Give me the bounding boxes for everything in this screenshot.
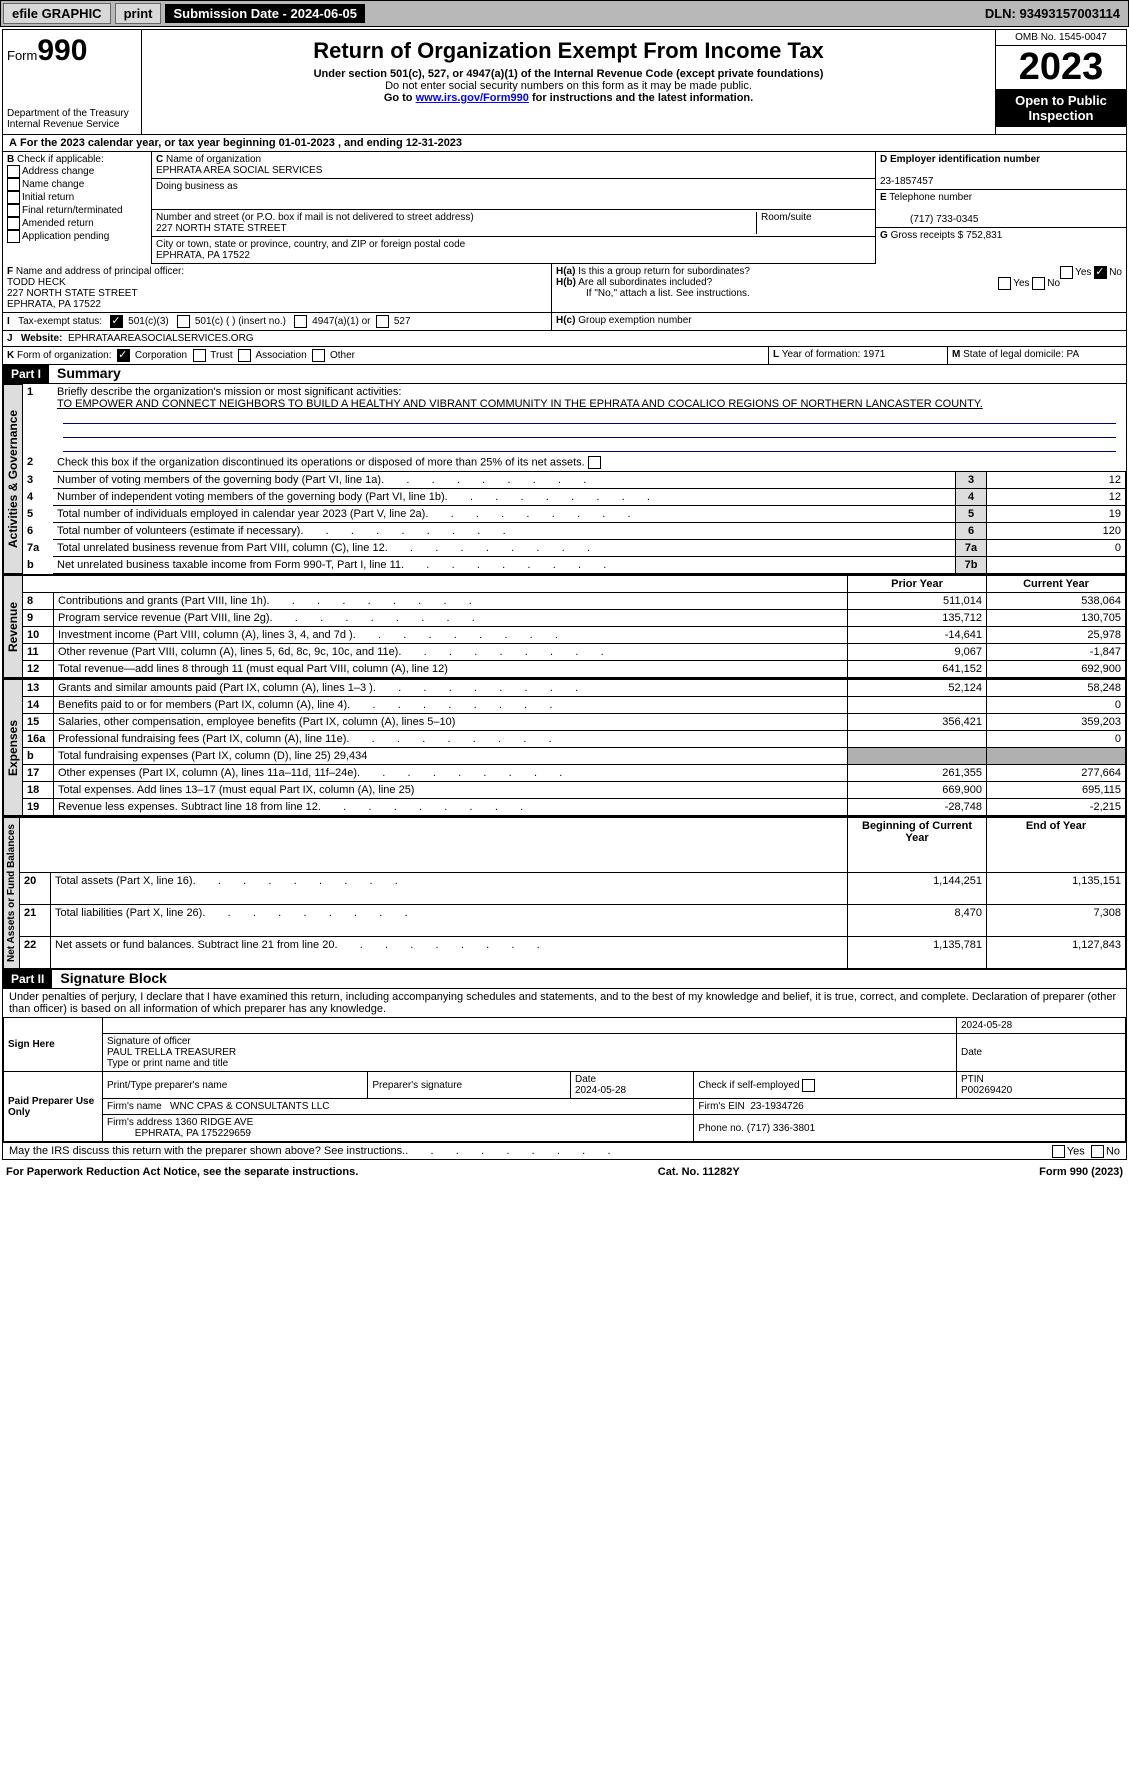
top-toolbar: efile GRAPHIC print Submission Date - 20… <box>0 0 1129 27</box>
tab-netassets: Net Assets or Fund Balances <box>3 817 20 969</box>
pra-notice: For Paperwork Reduction Act Notice, see … <box>6 1166 358 1178</box>
checkbox-amended[interactable] <box>7 217 20 230</box>
officer-name: TODD HECK <box>7 277 66 288</box>
chk-self[interactable] <box>802 1079 815 1092</box>
chk-501c3[interactable] <box>110 315 123 328</box>
chk-527[interactable] <box>376 315 389 328</box>
firm-phone: (717) 336-3801 <box>747 1123 815 1134</box>
line-a: A For the 2023 calendar year, or tax yea… <box>3 135 1126 152</box>
declaration: Under penalties of perjury, I declare th… <box>3 989 1126 1017</box>
firm-ein: 23-1934726 <box>750 1101 803 1112</box>
form-subtitle: Under section 501(c), 527, or 4947(a)(1)… <box>146 68 991 80</box>
form-footer: Form 990 (2023) <box>1039 1166 1123 1178</box>
ptin: P00269420 <box>961 1085 1012 1096</box>
checkbox-name[interactable] <box>7 178 20 191</box>
dln: DLN: 93493157003114 <box>985 6 1126 21</box>
efile-label: efile GRAPHIC <box>3 3 111 24</box>
tab-revenue: Revenue <box>3 575 23 678</box>
dba: Doing business as <box>152 179 875 210</box>
ha-no[interactable] <box>1094 266 1107 279</box>
city: EPHRATA, PA 17522 <box>156 250 250 261</box>
discuss-yes[interactable] <box>1052 1145 1065 1158</box>
chk-trust[interactable] <box>193 349 206 362</box>
paid-preparer: Paid Preparer Use Only <box>4 1072 103 1142</box>
checkbox-final[interactable] <box>7 204 20 217</box>
irs-link[interactable]: www.irs.gov/Form990 <box>416 92 529 104</box>
chk-4947[interactable] <box>294 315 307 328</box>
org-name: EPHRATA AREA SOCIAL SERVICES <box>156 165 322 176</box>
hb-no[interactable] <box>1032 277 1045 290</box>
year-formation: 1971 <box>863 349 885 360</box>
chk-501c[interactable] <box>177 315 190 328</box>
ein: 23-1857457 <box>880 176 933 187</box>
print-button[interactable]: print <box>115 3 162 24</box>
ha-yes[interactable] <box>1060 266 1073 279</box>
phone: (717) 733-0345 <box>880 214 978 225</box>
firm-name: WNC CPAS & CONSULTANTS LLC <box>170 1101 329 1112</box>
sign-here: Sign Here <box>4 1018 103 1072</box>
ssn-note: Do not enter social security numbers on … <box>146 80 991 92</box>
b-label: Check if applicable: <box>17 154 104 165</box>
firm-addr: 1360 RIDGE AVE <box>175 1117 253 1128</box>
form-title: Return of Organization Exempt From Incom… <box>146 38 991 64</box>
chk-assoc[interactable] <box>238 349 251 362</box>
website[interactable]: EPHRATAAREASOCIALSERVICES.ORG <box>68 333 254 344</box>
gross-receipts: 752,831 <box>966 230 1002 241</box>
checkbox-initial[interactable] <box>7 191 20 204</box>
part2-tag: Part II <box>3 970 52 988</box>
part1-tag: Part I <box>3 365 49 383</box>
goto-note: Go to www.irs.gov/Form990 for instructio… <box>146 92 991 104</box>
checkbox-address[interactable] <box>7 165 20 178</box>
domicile: PA <box>1067 349 1080 360</box>
hb-yes[interactable] <box>998 277 1011 290</box>
officer-sig-name: PAUL TRELLA TREASURER <box>107 1047 236 1058</box>
chk-other[interactable] <box>312 349 325 362</box>
v-3: 12 <box>987 472 1126 489</box>
street: 227 NORTH STATE STREET <box>156 223 287 234</box>
chk-corp[interactable] <box>117 349 130 362</box>
form-number: Form990 <box>7 34 137 68</box>
public-inspection: Open to Public Inspection <box>996 89 1126 127</box>
chk-discontinued[interactable] <box>588 456 601 469</box>
submission-date: Submission Date - 2024-06-05 <box>165 4 365 23</box>
room-suite: Room/suite <box>756 212 871 234</box>
checkbox-pending[interactable] <box>7 230 20 243</box>
dept-treasury: Department of the Treasury <box>7 108 137 119</box>
irs-label: Internal Revenue Service <box>7 119 137 130</box>
discuss-no[interactable] <box>1091 1145 1104 1158</box>
tax-year: 2023 <box>996 46 1126 89</box>
sig-date: 2024-05-28 <box>957 1018 1126 1034</box>
tab-expenses: Expenses <box>3 679 23 816</box>
cat-no: Cat. No. 11282Y <box>658 1166 740 1178</box>
mission: TO EMPOWER AND CONNECT NEIGHBORS TO BUIL… <box>57 398 983 410</box>
tab-governance: Activities & Governance <box>3 384 23 574</box>
omb-number: OMB No. 1545-0047 <box>996 30 1126 46</box>
